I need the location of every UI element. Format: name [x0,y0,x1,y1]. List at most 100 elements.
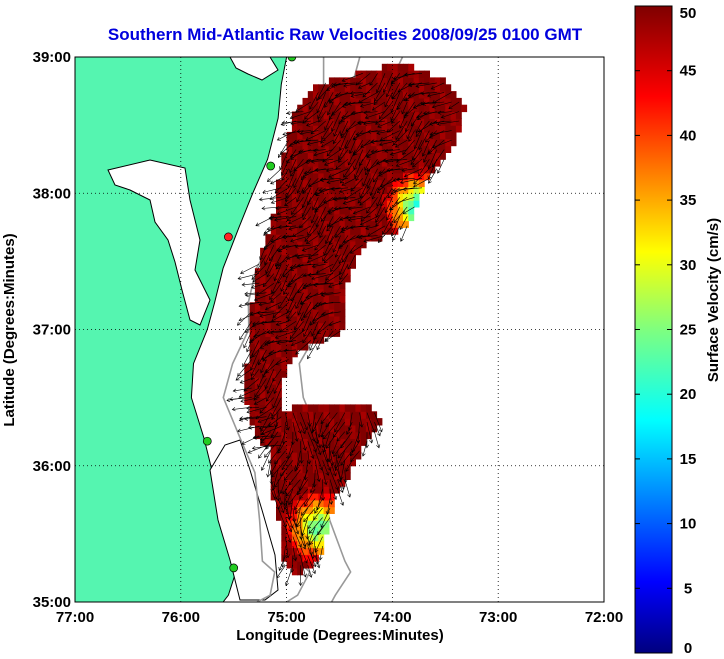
velocity-cell [328,166,335,174]
velocity-arrow [260,450,271,471]
x-tick-label: 77:00 [56,609,94,626]
velocity-arrow [448,101,460,110]
velocity-cell [302,193,309,201]
velocity-cell [297,200,304,208]
velocity-arrow [402,206,415,215]
velocity-cell [424,84,430,92]
velocity-cell [260,295,266,303]
velocity-cell [297,104,304,113]
velocity-arrow [341,73,363,82]
velocity-cell [276,200,282,208]
velocity-arrow [328,168,349,178]
velocity-cell [313,438,319,446]
velocity-arrow [423,111,445,116]
velocity-cell [265,261,272,269]
velocity-cell [381,97,388,106]
velocity-cell [403,220,409,228]
velocity-cell [291,254,298,262]
velocity-cell [249,397,256,405]
velocity-cell [376,193,383,201]
velocity-cell [313,104,319,113]
velocity-cell [276,458,282,467]
velocity-cell [323,493,330,501]
velocity-cell [297,561,304,569]
velocity-arrow [343,159,356,178]
velocity-arrow [276,254,297,266]
velocity-cell [350,152,356,160]
velocity-arrow [252,435,274,440]
velocity-arrow [274,469,286,488]
velocity-arrow [349,225,371,230]
velocity-cell [270,363,277,371]
velocity-cell [265,397,272,405]
velocity-cell [445,145,452,153]
velocity-cell [323,84,330,92]
velocity-arrow [369,73,378,86]
velocity-cell [313,275,319,283]
velocity-cell [381,111,388,119]
velocity-arrow [283,488,294,510]
velocity-arrow [324,225,334,245]
velocity-arrow [287,168,297,189]
velocity-cell [249,390,256,399]
colorbar-tick-label: 20 [680,386,697,403]
velocity-cell [307,445,314,453]
velocity-arrow [385,82,393,98]
velocity-cell [291,431,298,440]
velocity-cell [286,336,293,344]
velocity-cell [360,84,367,92]
velocity-cell [328,438,335,446]
velocity-cell [318,527,325,535]
velocity-cell [318,234,325,242]
velocity-arrow [348,216,371,222]
velocity-cell [297,499,304,508]
velocity-cell [323,240,330,249]
velocity-cell [392,84,399,92]
velocity-arrow [288,330,304,343]
velocity-cell [424,166,430,174]
velocity-cell [302,186,309,194]
velocity-cell [265,281,272,290]
velocity-cell [323,145,330,153]
velocity-cell [344,268,351,276]
velocity-cell [371,118,378,126]
x-axis-label: Longitude (Degrees:Minutes) [236,627,444,644]
velocity-cell [318,268,325,276]
velocity-cell [376,166,383,174]
velocity-cell [440,152,446,160]
velocity-cell [318,152,325,160]
velocity-cell [297,234,304,242]
velocity-cell [424,91,430,99]
velocity-arrow [311,321,319,337]
velocity-cell [291,227,298,235]
velocity-cell [313,329,319,337]
velocity-arrow [290,120,311,126]
velocity-cell [450,111,457,119]
velocity-arrow [255,282,275,297]
velocity-arrow [360,206,378,222]
velocity-cell [424,131,430,140]
velocity-cell [360,138,367,147]
velocity-arrow [243,378,260,392]
velocity-cell [286,554,293,562]
velocity-cell [291,302,298,310]
velocity-cell [291,213,298,222]
velocity-cell [318,97,325,106]
velocity-cell [360,220,367,228]
velocity-arrow [282,488,287,506]
velocity-cell [387,104,393,113]
velocity-arrow [299,130,319,136]
velocity-arrow [331,186,349,192]
colorbar-tick-label: 25 [680,322,697,339]
velocity-cell [334,84,341,92]
velocity-cell [323,97,330,106]
velocity-cell [350,411,356,419]
velocity-cell [403,104,409,113]
velocity-cell [344,234,351,242]
velocity-cell [260,302,266,310]
velocity-arrow [246,405,260,411]
velocity-arrow [321,311,341,317]
velocity-cell [307,336,314,344]
velocity-arrow [361,441,368,457]
velocity-arrow [345,460,353,472]
